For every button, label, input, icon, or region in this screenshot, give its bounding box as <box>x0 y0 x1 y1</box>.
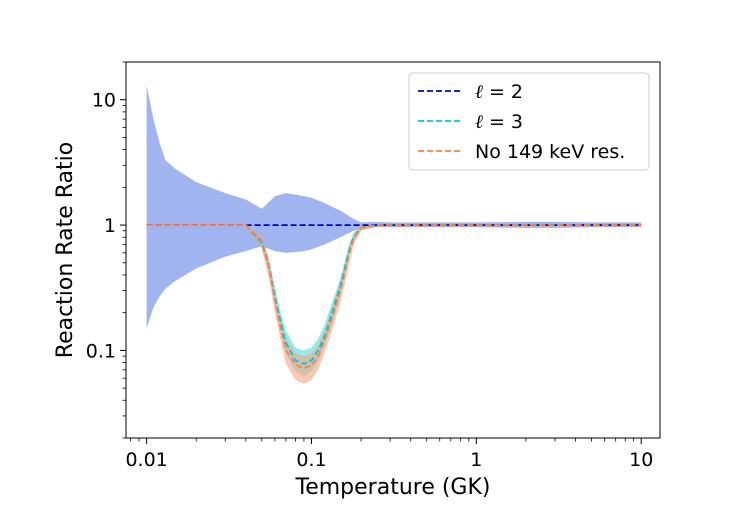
legend-value-2: = 3 <box>483 111 523 133</box>
x-axis-label: Temperature (GK) <box>295 475 491 500</box>
legend-symbol-2: ℓ <box>475 111 483 133</box>
y-tick-label: 1 <box>104 215 116 237</box>
x-tick-label: 0.01 <box>125 449 167 471</box>
y-axis-label: Reaction Rate Ratio <box>53 142 78 358</box>
legend-label-1: ℓ = 2 <box>475 81 523 103</box>
legend-box <box>408 72 650 171</box>
legend-label-2: ℓ = 3 <box>475 111 523 133</box>
legend-value-1: = 2 <box>483 81 523 103</box>
band-series-2 <box>245 224 642 377</box>
legend: ℓ = 2ℓ = 3No 149 keV res. <box>408 72 650 171</box>
axes: 0.01 0.1 1 10 0.1 1 10 <box>86 61 661 471</box>
x-tick-label: 0.1 <box>296 449 326 471</box>
line-series-3 <box>146 224 642 370</box>
y-tick-label: 0.1 <box>86 340 116 362</box>
legend-label-3: No 149 keV res. <box>475 141 625 163</box>
uncertainty-bands <box>146 85 642 384</box>
plot-frame <box>125 61 661 439</box>
legend-symbol-1: ℓ <box>475 81 483 103</box>
x-tick-label: 1 <box>470 449 482 471</box>
series-lines <box>146 224 642 370</box>
band-series-1 <box>146 85 642 329</box>
y-tick-label: 10 <box>92 90 116 112</box>
x-tick-label: 10 <box>629 449 653 471</box>
